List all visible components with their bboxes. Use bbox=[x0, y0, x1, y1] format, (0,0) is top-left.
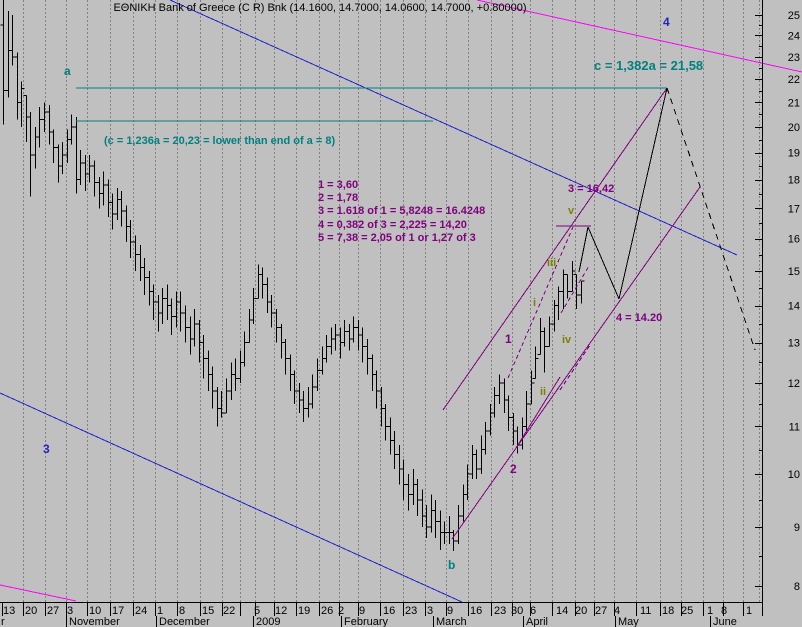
subwave-ii-label: ii bbox=[540, 386, 546, 398]
purple-wave2-line bbox=[515, 376, 561, 449]
y-axis-label: 22 bbox=[788, 74, 800, 86]
formula-1: 1 = 3,60 bbox=[318, 179, 358, 191]
wave-2-label: 2 bbox=[510, 462, 517, 476]
y-axis-label: 18 bbox=[788, 175, 800, 187]
date-label: 4 bbox=[614, 605, 620, 617]
date-label: 17 bbox=[112, 605, 124, 617]
y-axis-label: 15 bbox=[788, 266, 800, 278]
month-label: February bbox=[344, 616, 389, 627]
date-label: 16 bbox=[470, 605, 482, 617]
month-label: November bbox=[69, 616, 120, 627]
y-axis-label: 11 bbox=[789, 421, 800, 433]
subwave-iii-label: iii bbox=[547, 257, 556, 269]
y-axis-label: 20 bbox=[788, 122, 800, 134]
black-forecast-wave4-down bbox=[587, 226, 620, 300]
date-label: 12 bbox=[275, 605, 287, 617]
date-label: 24 bbox=[135, 605, 147, 617]
y-axis-label: 19 bbox=[788, 148, 800, 160]
date-label: 26 bbox=[321, 605, 333, 617]
y-axis-label: 17 bbox=[788, 203, 800, 215]
y-axis-label: 12 bbox=[788, 378, 800, 390]
date-label: 1 bbox=[157, 605, 163, 617]
target-c-text: c = 1,382a = 21,58 bbox=[594, 58, 703, 73]
wave-1-label: 1 bbox=[505, 332, 512, 346]
y-axis-label: 9 bbox=[794, 522, 800, 534]
formula-4: 4 = 0,382 of 3 = 2,225 = 14,20 bbox=[318, 219, 467, 231]
purple-rally-upper-channel bbox=[442, 87, 668, 411]
purple-dashed-midline bbox=[507, 226, 574, 379]
y-axis-label: 16 bbox=[788, 234, 800, 246]
date-label: 27 bbox=[47, 605, 59, 617]
blue-lower-downtrend-line bbox=[0, 392, 463, 603]
subwave-v-label: v bbox=[568, 205, 575, 217]
magenta-upper-channel-line bbox=[476, 0, 802, 73]
black-forecast-up-to-3 bbox=[578, 226, 589, 273]
y-axis-label: 23 bbox=[788, 52, 800, 64]
formula-3: 3 = 1.618 of 1 = 5,8248 = 16.4248 bbox=[318, 205, 485, 217]
purple-rally-lower-channel bbox=[451, 186, 701, 540]
y-axis-label: 10 bbox=[788, 469, 800, 481]
date-label: 25 bbox=[681, 605, 693, 617]
blue-upper-downtrend-line bbox=[169, 0, 738, 256]
date-label: 1 bbox=[746, 605, 752, 617]
month-label: December bbox=[159, 616, 210, 627]
y-axis-label: 14 bbox=[788, 301, 800, 313]
date-label: 6 bbox=[530, 605, 536, 617]
date-label: 20 bbox=[575, 605, 587, 617]
y-axis-label: 8 bbox=[794, 581, 800, 593]
purple-dashed-wave-v-guide bbox=[560, 265, 590, 314]
month-label: 2009 bbox=[256, 616, 280, 627]
black-forecast-wave5-up bbox=[618, 87, 668, 300]
month-label: May bbox=[618, 616, 639, 627]
y-axis-label: 24 bbox=[788, 30, 800, 42]
date-label: 30 bbox=[511, 605, 523, 617]
date-label: 22 bbox=[223, 605, 235, 617]
target-3-text: 3 = 16,42 bbox=[568, 183, 614, 195]
date-label: 2 bbox=[338, 605, 344, 617]
date-label: 5 bbox=[254, 605, 260, 617]
date-label: 18 bbox=[662, 605, 674, 617]
date-label: 27 bbox=[595, 605, 607, 617]
month-label: April bbox=[526, 616, 548, 627]
chart-title: ΕΘΝΙΚΗ Bank of Greece (C R) Bnk (14.1600… bbox=[113, 2, 527, 14]
date-label: 19 bbox=[298, 605, 310, 617]
date-label: 9 bbox=[359, 605, 365, 617]
date-label: 14 bbox=[556, 605, 568, 617]
month-label: March bbox=[436, 616, 467, 627]
month-label: r bbox=[1, 616, 5, 627]
wave-a-label: a bbox=[64, 64, 71, 78]
formula-2: 2 = 1,78 bbox=[318, 192, 358, 204]
date-label: 15 bbox=[202, 605, 214, 617]
date-label: 3 bbox=[67, 605, 73, 617]
y-axis-label: 13 bbox=[788, 338, 800, 350]
date-label: 8 bbox=[721, 605, 727, 617]
date-label: 10 bbox=[89, 605, 101, 617]
formula-5: 5 = 7,38 = 2,05 of 1 or 1,27 of 3 bbox=[318, 232, 476, 244]
date-label: 13 bbox=[3, 605, 15, 617]
month-label: June bbox=[713, 616, 737, 627]
purple-dashed-lower-guide bbox=[559, 344, 591, 391]
date-label: 11 bbox=[640, 605, 651, 617]
target-4-text: 4 = 14.20 bbox=[616, 312, 662, 324]
magenta-lower-channel-line bbox=[0, 584, 77, 602]
wave-4-label: 4 bbox=[663, 15, 670, 29]
date-label: 9 bbox=[447, 605, 453, 617]
date-label: 8 bbox=[179, 605, 185, 617]
y-axis-label: 21 bbox=[788, 97, 800, 109]
date-label: 1 bbox=[707, 605, 713, 617]
note-c-1236: (c = 1,236a = 20,23 = lower than end of … bbox=[104, 135, 335, 147]
subwave-i-label: i bbox=[533, 297, 536, 309]
date-label: 20 bbox=[25, 605, 37, 617]
date-label: 3 bbox=[427, 605, 433, 617]
black-dashed-crash-projection bbox=[666, 87, 756, 351]
date-label: 23 bbox=[405, 605, 417, 617]
wave-3-label: 3 bbox=[43, 442, 50, 456]
subwave-iv-label: iv bbox=[562, 334, 572, 346]
wave-b-label: b bbox=[448, 558, 455, 572]
date-label: 23 bbox=[494, 605, 506, 617]
date-label: 16 bbox=[383, 605, 395, 617]
y-axis-label: 25 bbox=[788, 10, 800, 22]
